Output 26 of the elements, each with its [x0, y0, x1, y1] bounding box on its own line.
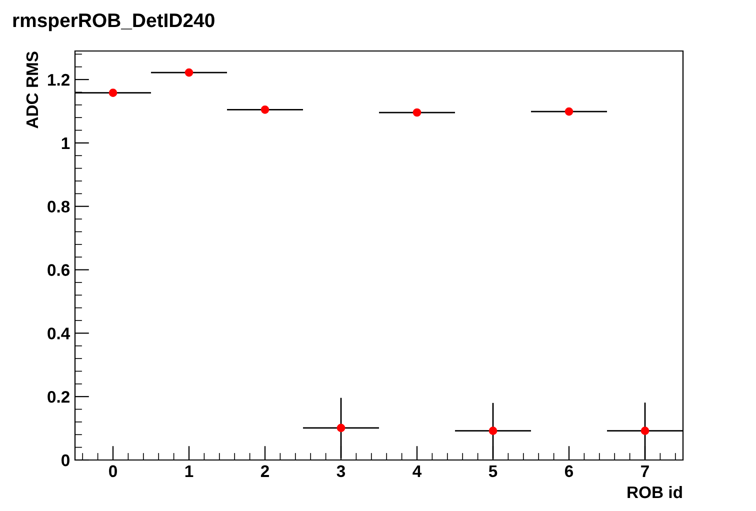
- point: [336, 424, 346, 432]
- x-tick-label: 6: [564, 465, 574, 478]
- y-tick-label: 1: [62, 138, 70, 149]
- y-axis-title: ADC RMS: [26, 52, 38, 128]
- x-tick-label: 2: [260, 465, 269, 477]
- point: [640, 426, 650, 435]
- x-tick-label: 5: [488, 465, 498, 478]
- y-tick-label: 0.8: [48, 200, 70, 213]
- y-tick-label: 0.6: [48, 264, 70, 276]
- x-tick-label: 4: [412, 465, 422, 477]
- x-tick-label: 0: [109, 465, 117, 478]
- x-tick-label: 3: [336, 465, 346, 478]
- point: [184, 68, 194, 77]
- x-tick-label: 7: [641, 465, 649, 477]
- point: [412, 108, 422, 117]
- y-tick-label: 0.4: [48, 328, 70, 340]
- point: [488, 426, 498, 435]
- point: [260, 105, 270, 114]
- y-tick-label: 0.2: [48, 390, 70, 403]
- point: [564, 107, 574, 116]
- y-tick-label: 1.2: [48, 74, 70, 86]
- x-axis-title: ROB id: [628, 486, 682, 498]
- point: [108, 88, 118, 98]
- chart-title: rmsperROB_DetID240: [13, 13, 214, 32]
- x-tick-label: 1: [185, 465, 194, 477]
- y-tick-label: 0: [62, 454, 70, 466]
